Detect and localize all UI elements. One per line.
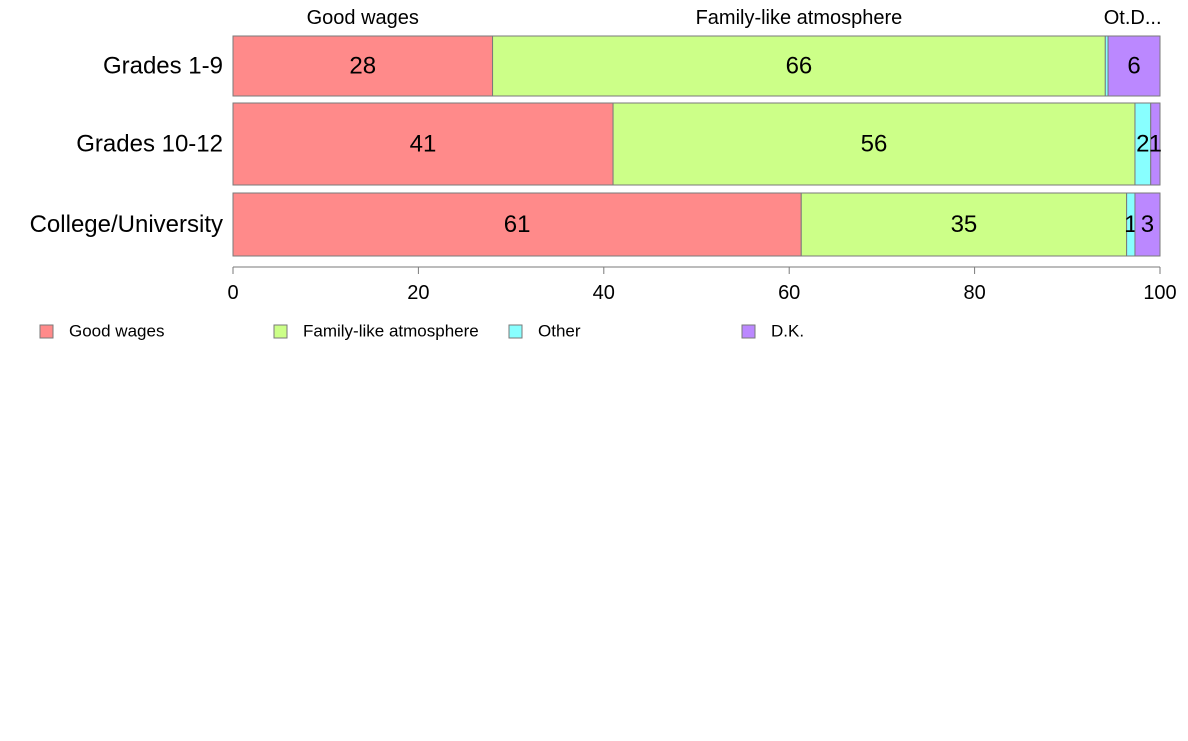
data-label: 6 [1127, 53, 1140, 80]
bar-segment-good-wages-1 [232, 102, 614, 186]
x-tick-label: 60 [778, 282, 800, 304]
x-tick-label: 100 [1143, 282, 1176, 304]
bar-segment-family-like-atmosphere-1 [612, 102, 1136, 186]
data-label: 56 [861, 131, 888, 158]
data-label: 1 [1149, 131, 1162, 158]
legend-swatch-family-like-atmosphere [273, 324, 288, 339]
legend-swatch-other [508, 324, 523, 339]
x-tick-label: 20 [407, 282, 429, 304]
bar-segment-good-wages-0 [232, 35, 494, 97]
legend-label: Family-like atmosphere [303, 322, 479, 341]
series-top-label: Ot.D... [1104, 7, 1162, 29]
legend-swatch-d-k- [741, 324, 756, 339]
data-label: 28 [349, 53, 376, 80]
data-label: 61 [504, 211, 531, 238]
x-tick-label: 80 [963, 282, 985, 304]
legend-swatch-good-wages [39, 324, 54, 339]
bar-segment-d-k--2 [1134, 192, 1161, 257]
bar-segment-good-wages-2 [232, 192, 802, 257]
data-label: 35 [951, 211, 978, 238]
category-label: Grades 10-12 [76, 131, 223, 158]
bar-segment-family-like-atmosphere-0 [492, 35, 1106, 97]
data-label: 66 [786, 53, 813, 80]
data-label: 41 [410, 131, 437, 158]
bar-segment-d-k--0 [1107, 35, 1161, 97]
legend-label: D.K. [771, 322, 804, 341]
series-top-label: Good wages [307, 7, 419, 29]
data-label: 2 [1136, 131, 1149, 158]
x-tick-label: 40 [593, 282, 615, 304]
bar-segment-d-k--1 [1150, 102, 1161, 186]
data-label: 1 [1124, 211, 1137, 238]
data-label: 3 [1141, 211, 1154, 238]
category-label: Grades 1-9 [103, 53, 223, 80]
legend-label: Other [538, 322, 581, 341]
legend-label: Good wages [69, 322, 164, 341]
series-top-label: Family-like atmosphere [696, 7, 903, 29]
category-label: College/University [30, 211, 223, 238]
bar-segment-family-like-atmosphere-2 [800, 192, 1128, 257]
x-tick-label: 0 [227, 282, 238, 304]
